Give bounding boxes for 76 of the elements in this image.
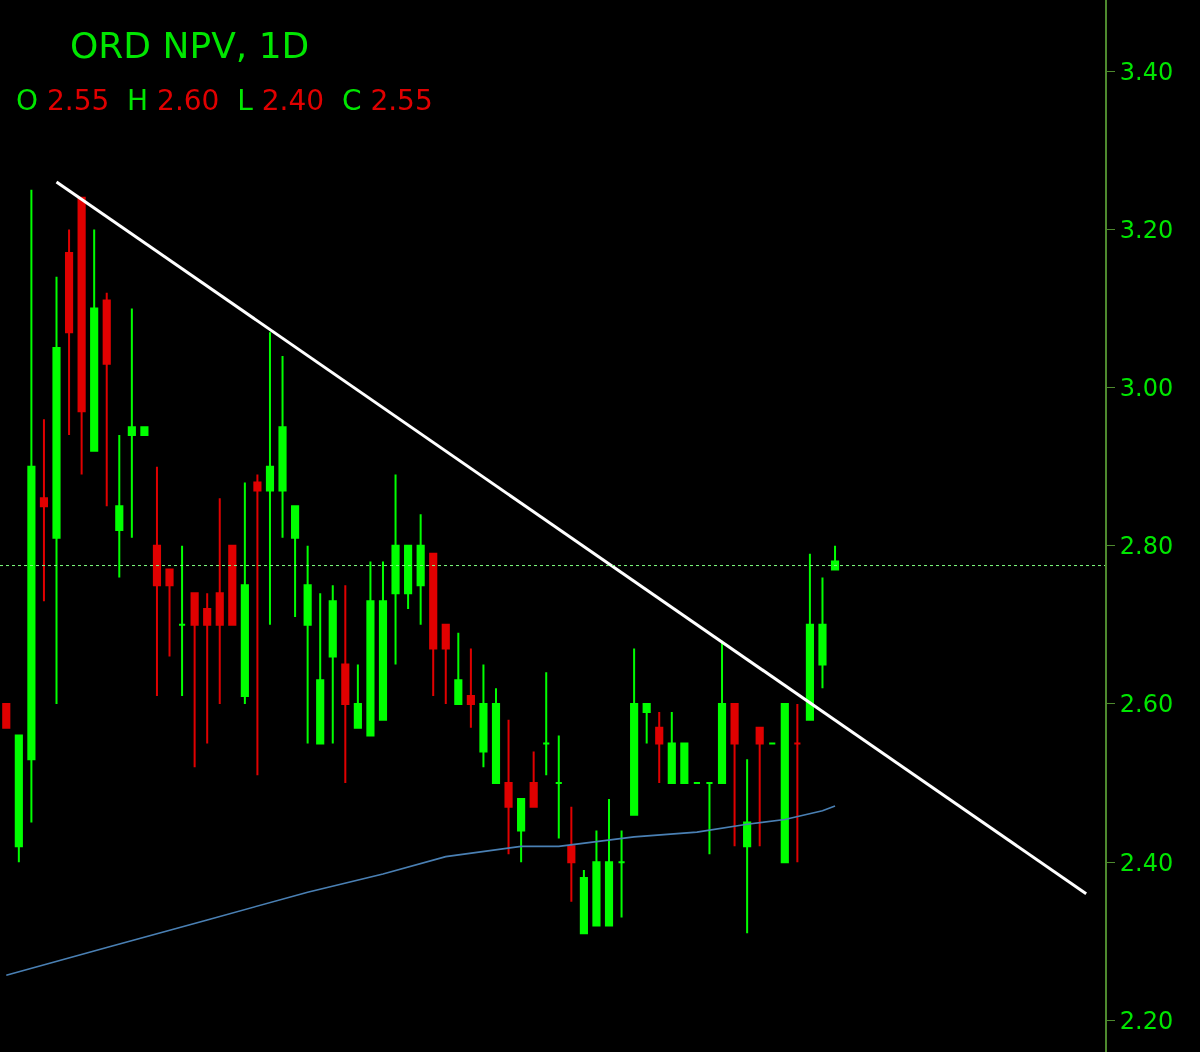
- line-series: [5, 805, 836, 977]
- candlestick: [90, 228, 99, 452]
- candlestick: [203, 592, 212, 745]
- candlestick: [818, 576, 827, 690]
- candlestick: [504, 718, 513, 856]
- candlestick: [39, 418, 49, 603]
- candlestick: [27, 188, 36, 824]
- y-tick-label: 3.40: [1119, 57, 1174, 86]
- candlestick: [353, 663, 362, 729]
- candlestick: [705, 782, 714, 856]
- candlestick: [102, 291, 111, 508]
- text: ORD NPV, 1D: [70, 24, 310, 66]
- y-tick-label: 2.40: [1119, 848, 1174, 877]
- candlestick: [692, 782, 701, 785]
- candlestick: [454, 631, 463, 705]
- candlestick: [667, 710, 676, 785]
- candlestick: [178, 544, 187, 698]
- candlestick: [291, 505, 300, 618]
- candlestick: [630, 647, 639, 816]
- candlestick: [579, 869, 588, 935]
- candlestick: [52, 275, 61, 705]
- candlestick: [642, 702, 651, 745]
- candlestick: [491, 687, 501, 785]
- candlestick: [755, 726, 764, 848]
- candlestick: [278, 354, 287, 539]
- candlestick: [140, 426, 149, 437]
- candlestick: [542, 671, 551, 777]
- candlestick: [328, 584, 337, 745]
- candlestick: [429, 552, 438, 698]
- candlestick: [479, 663, 488, 769]
- candlestick: [378, 560, 388, 721]
- candlestick: [190, 592, 199, 769]
- candlestick: [466, 647, 475, 729]
- candlestick: [391, 473, 400, 666]
- candlestick: [127, 307, 136, 539]
- candlestick: [228, 544, 237, 626]
- candlestick: [366, 560, 375, 737]
- y-tick-label: 3.20: [1119, 215, 1174, 244]
- y-tick-label: 3.00: [1119, 373, 1174, 402]
- candlestick: [554, 734, 563, 840]
- candlestick: [2, 702, 11, 729]
- candlestick: [240, 481, 249, 705]
- candlestick: [517, 797, 526, 864]
- candlestick: [215, 497, 224, 705]
- candlestick: [14, 734, 23, 864]
- candlestick: [617, 829, 626, 919]
- candlestick: [743, 758, 752, 935]
- candlestick: [341, 584, 350, 785]
- candlestick: [780, 702, 789, 864]
- candlestick: [416, 513, 425, 626]
- candlestick: [730, 702, 739, 848]
- candlestick: [404, 544, 413, 611]
- candlestick: [115, 434, 124, 579]
- y-tick-label: 2.20: [1119, 1006, 1174, 1035]
- candlestick: [265, 331, 275, 626]
- candlestick: [165, 568, 174, 658]
- candlestick: [441, 623, 450, 705]
- candlestick: [529, 750, 538, 808]
- candlestick: [604, 797, 614, 927]
- annotation: O 2.55 H 2.60 L 2.40 C 2.55: [16, 84, 433, 117]
- candlestick: [567, 805, 576, 903]
- candlestick: [680, 742, 689, 785]
- candlestick: [830, 544, 840, 571]
- candlestick: [303, 544, 312, 745]
- candlestick: [805, 552, 814, 721]
- candlestick: [768, 742, 777, 745]
- y-tick-label: 2.60: [1119, 690, 1174, 719]
- y-tick-label: 2.80: [1119, 532, 1174, 561]
- candlestick: [316, 592, 325, 745]
- candlestick: [655, 710, 664, 785]
- candlestick: [793, 702, 802, 864]
- candlestick: [253, 473, 262, 777]
- candlestick: [152, 465, 162, 698]
- candlestick: [64, 228, 74, 437]
- candlestick: [77, 196, 86, 476]
- candlestick: [592, 829, 601, 927]
